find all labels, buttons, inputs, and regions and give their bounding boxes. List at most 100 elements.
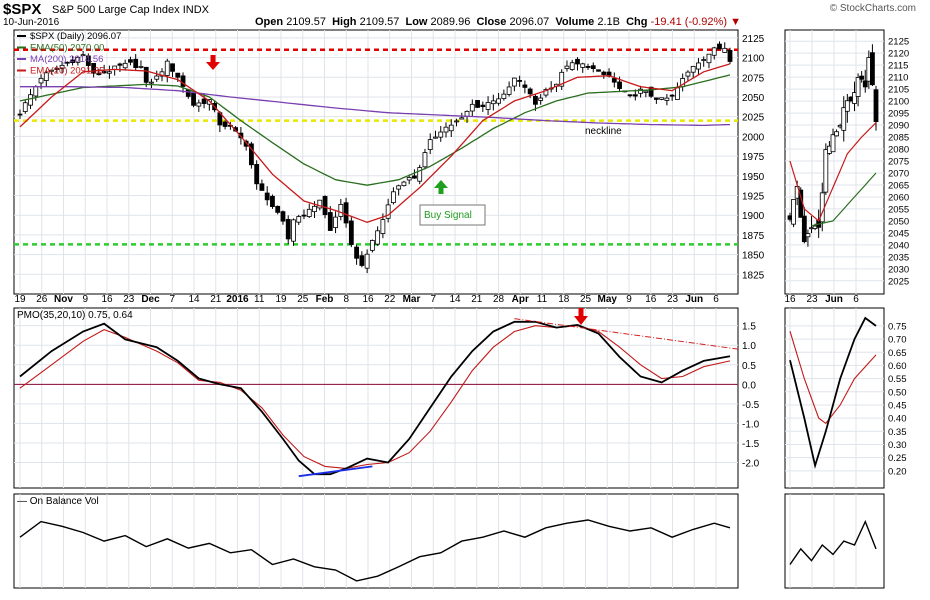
candle-down bbox=[96, 73, 102, 76]
legend-label: $SPX (Daily) 2096.07 bbox=[30, 31, 121, 42]
exchange-label: INDX bbox=[182, 4, 209, 16]
candle-up bbox=[427, 139, 433, 150]
legend-label: MA(200) 2014.56 bbox=[30, 54, 103, 65]
series-line-ema50 bbox=[811, 172, 877, 227]
chg-label: Chg bbox=[626, 16, 648, 28]
low-label: Low bbox=[405, 16, 428, 28]
y-tick-label: 2095 bbox=[888, 109, 909, 120]
candle-up bbox=[696, 62, 701, 70]
legend-swatch bbox=[17, 46, 26, 49]
candle-up bbox=[706, 53, 712, 64]
candle-up bbox=[819, 192, 825, 223]
series-line-ema50 bbox=[19, 74, 731, 186]
candle-up bbox=[543, 89, 549, 96]
high-value: 2109.57 bbox=[359, 16, 400, 28]
y-tick-label: 1850 bbox=[742, 251, 765, 262]
candle-down bbox=[601, 71, 607, 75]
candle-up bbox=[417, 167, 423, 182]
candle-up bbox=[438, 131, 444, 138]
candle-down bbox=[259, 183, 265, 191]
candle-down bbox=[270, 195, 275, 207]
candle-up bbox=[443, 126, 449, 133]
candle-up bbox=[369, 240, 375, 251]
x-tick-label: Jun bbox=[825, 294, 843, 305]
y-tick-label: 2110 bbox=[888, 73, 908, 84]
x-tick-label: 18 bbox=[558, 294, 570, 305]
candle-down bbox=[117, 63, 123, 66]
x-tick-label: 19 bbox=[275, 294, 287, 305]
candle-up bbox=[701, 59, 707, 61]
high-label: High bbox=[332, 16, 357, 28]
candle-down bbox=[275, 205, 281, 213]
candle-down bbox=[617, 81, 622, 89]
x-tick-label: 11 bbox=[254, 294, 265, 305]
ohlc-summary: Open 2109.57 High 2109.57 Low 2089.96 Cl… bbox=[255, 16, 741, 28]
y-tick-label: 0.0 bbox=[742, 380, 756, 391]
candle-up bbox=[506, 86, 512, 95]
y-tick-label: 1900 bbox=[742, 211, 765, 222]
candle-up bbox=[496, 98, 501, 104]
x-tick-label: 8 bbox=[343, 294, 349, 305]
pmo-panel: PMO(35,20,10) 0.75, 0.64 bbox=[14, 308, 739, 478]
divergence-trendline bbox=[514, 318, 739, 350]
down-triangle-icon: ▼ bbox=[730, 16, 741, 28]
candle-down bbox=[254, 164, 260, 185]
y-tick-label: 0.45 bbox=[888, 400, 907, 411]
candle-down bbox=[873, 89, 879, 122]
candle-down bbox=[280, 211, 286, 222]
x-tick-label: 6 bbox=[713, 294, 719, 305]
open-label: Open bbox=[255, 16, 284, 28]
candle-up bbox=[333, 216, 338, 228]
x-tick-label: 28 bbox=[493, 294, 505, 305]
x-tick-label: 26 bbox=[36, 294, 48, 305]
candle-up bbox=[80, 54, 86, 57]
candle-down bbox=[348, 220, 354, 245]
x-tick-label: 23 bbox=[806, 294, 818, 305]
candle-down bbox=[669, 94, 675, 97]
candle-up bbox=[638, 88, 643, 94]
candle-up bbox=[564, 65, 570, 69]
candle-down bbox=[301, 214, 307, 217]
candle-down bbox=[480, 104, 486, 108]
candle-up bbox=[291, 219, 296, 242]
y-tick-label: 0.60 bbox=[888, 361, 907, 372]
y-tick-label: 0.5 bbox=[742, 361, 756, 372]
x-tick-label: Feb bbox=[316, 294, 334, 305]
candle-down bbox=[575, 58, 580, 65]
x-tick-label: 16 bbox=[784, 294, 796, 305]
candle-up bbox=[852, 92, 857, 104]
candle-up bbox=[659, 97, 665, 100]
legend-label: EMA(50) 2070.00 bbox=[30, 43, 104, 54]
candle-down bbox=[170, 63, 175, 72]
candle-up bbox=[433, 136, 438, 139]
candle-down bbox=[653, 97, 659, 100]
index-name-text: S&P 500 Large Cap Index bbox=[52, 4, 180, 16]
x-tick-label: 25 bbox=[580, 294, 592, 305]
x-tick-label: 14 bbox=[188, 294, 200, 305]
y-tick-label: 2075 bbox=[888, 157, 909, 168]
y-tick-label: 1925 bbox=[742, 191, 765, 202]
candle-up bbox=[791, 199, 796, 225]
candle-up bbox=[823, 149, 829, 193]
candle-up bbox=[643, 90, 649, 93]
x-tick-label: 6 bbox=[853, 294, 859, 305]
x-tick-label: 21 bbox=[210, 294, 222, 305]
y-tick-label: 2055 bbox=[888, 204, 909, 215]
candle-up bbox=[569, 62, 575, 70]
candle-up bbox=[841, 107, 847, 131]
candle-up bbox=[844, 100, 850, 112]
candle-down bbox=[175, 72, 181, 78]
y-tick-label: 1875 bbox=[742, 231, 765, 242]
candle-up bbox=[830, 134, 836, 153]
x-tick-label: 7 bbox=[430, 294, 436, 305]
pmo-signal-line bbox=[789, 331, 877, 425]
y-tick-label: 2070 bbox=[888, 168, 909, 179]
candle-down bbox=[85, 55, 91, 66]
candle-up bbox=[501, 93, 507, 99]
low-value: 2089.96 bbox=[430, 16, 471, 28]
candle-up bbox=[855, 77, 861, 97]
candle-up bbox=[364, 253, 370, 269]
candle-up bbox=[59, 64, 65, 69]
